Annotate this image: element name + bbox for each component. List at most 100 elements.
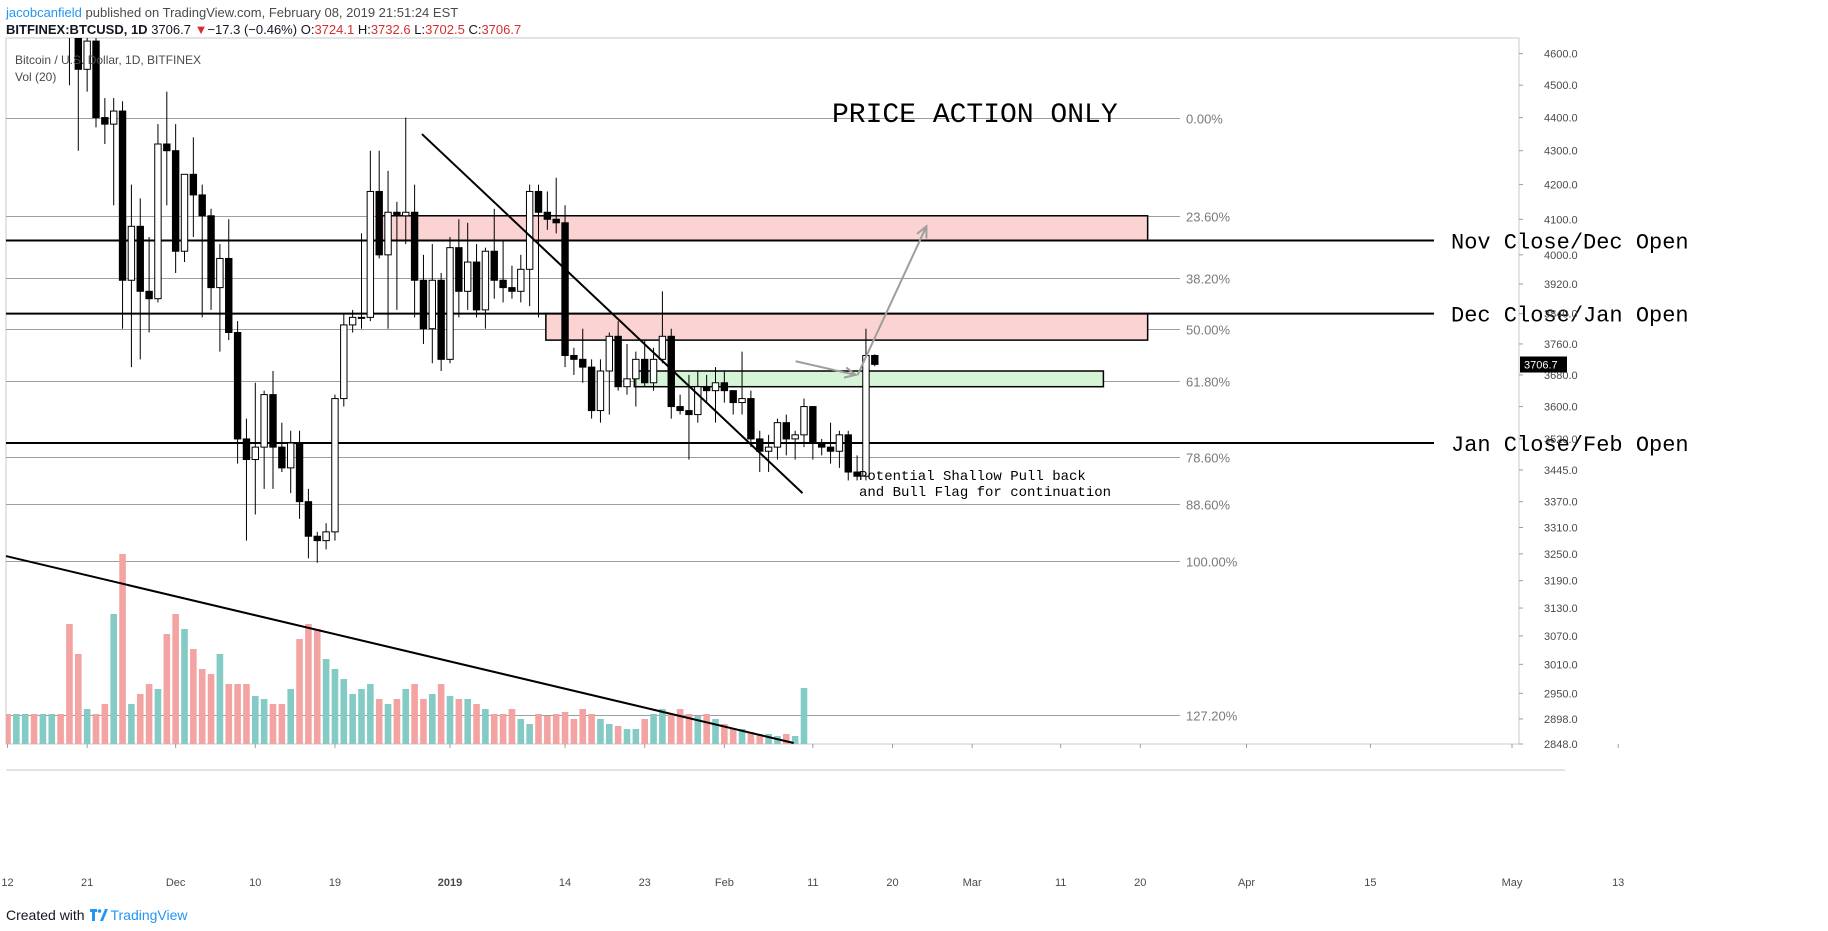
candle-up: [357, 316, 366, 319]
last-price-label: 3706.7: [1524, 360, 1558, 372]
annotations[interactable]: PRICE ACTION ONLY Potential Shallow Pull …: [15, 53, 1118, 501]
trendlines[interactable]: [5, 133, 928, 744]
time-tick-label: Dec: [166, 877, 186, 889]
candle-down: [561, 222, 569, 356]
price-tick-label: 3190.0: [1544, 576, 1578, 588]
volume-bar: [260, 699, 268, 744]
candle-down: [587, 366, 596, 412]
volume-bar: [694, 716, 702, 744]
time-tick-label: 20: [1134, 877, 1146, 889]
price-tick-label: 3445.0: [1544, 465, 1578, 477]
candle-down: [225, 257, 233, 333]
candle-up: [596, 370, 605, 412]
volume-bar: [800, 688, 808, 744]
candle-up: [481, 250, 490, 311]
volume-bar: [650, 714, 657, 744]
fib-level-label: 78.60%: [1186, 451, 1231, 466]
candle-up: [791, 434, 799, 440]
volume-bar: [676, 709, 684, 744]
volume-bar: [269, 704, 277, 744]
price-tick-label: 2898.0: [1544, 714, 1578, 726]
volume-bar: [703, 714, 710, 744]
volume-bar: [358, 689, 365, 744]
candle-up: [402, 211, 410, 217]
volume-bar: [473, 704, 480, 744]
time-axis[interactable]: 12 21 Dec 10 19 2019 14 23 Feb 11 20 Mar 11 20 Apr 15 Ma…: [1, 744, 1624, 889]
volume-bar: [667, 714, 675, 744]
candle-down: [844, 434, 852, 473]
volume-bar: [313, 629, 321, 744]
candle-down: [145, 290, 153, 300]
price-change: −17.3 (−0.46%): [207, 22, 298, 37]
volume-bar: [39, 714, 47, 744]
price-tick-label: 4300.0: [1544, 146, 1578, 158]
candle-down: [818, 442, 826, 448]
volume-bar: [738, 729, 746, 744]
price-tick-label: 4100.0: [1544, 214, 1578, 226]
tradingview-logo-icon: [90, 907, 109, 921]
candle-down: [641, 358, 649, 384]
price-tick-label: 3520.0: [1544, 434, 1578, 446]
time-tick-label: 2019: [438, 877, 462, 889]
volume-bar: [119, 554, 126, 744]
time-tick-label: 12: [1, 877, 13, 889]
candle-down: [419, 279, 428, 330]
volume-bar: [101, 704, 109, 744]
candle-up: [711, 382, 720, 392]
price-tick-label: 3250.0: [1544, 549, 1578, 561]
candle-down: [853, 471, 861, 477]
volume-bar: [128, 704, 135, 744]
candle-up: [83, 40, 91, 70]
annotation-note: Potential Shallow Pull back: [859, 469, 1086, 485]
candle-up: [632, 358, 640, 380]
volume-bar: [455, 699, 463, 744]
volume-bar: [163, 634, 171, 744]
candle-down: [570, 354, 578, 360]
volume-bar: [13, 714, 20, 744]
candle-down: [278, 446, 286, 469]
horizontal-level-label: Nov Close/Dec Open: [1451, 231, 1689, 256]
volume-bar: [349, 694, 356, 744]
volume-bar: [57, 714, 64, 744]
volume-bar: [340, 679, 348, 744]
candle-up: [251, 446, 260, 461]
volume-bar: [712, 719, 719, 744]
symbol-name: BITFINEX:BTCUSD, 1D: [6, 22, 148, 37]
time-tick-label: 11: [1055, 877, 1066, 889]
candle-up: [738, 398, 746, 404]
tradingview-link[interactable]: TradingView: [110, 907, 188, 923]
volume-bar: [198, 669, 206, 744]
price-tick-label: 3680.0: [1544, 370, 1578, 382]
fibonacci-retracement[interactable]: 0.00% 23.60% 38.20% 50.00% 61.80% 78.60% 88.60…: [6, 112, 1238, 724]
low-value: 3702.5: [425, 22, 465, 37]
candle-down: [207, 215, 215, 289]
author-link[interactable]: jacobcanfield: [6, 5, 82, 20]
price-tick-label: 2950.0: [1544, 688, 1578, 700]
candle-up: [862, 354, 870, 477]
candle-up: [764, 446, 773, 452]
volume-bar: [225, 684, 233, 744]
price-tick-label: 3310.0: [1544, 523, 1578, 535]
price-tick-label: 3070.0: [1544, 631, 1578, 643]
candle-up: [127, 225, 136, 281]
candle-down: [702, 386, 711, 392]
candle-down: [313, 535, 321, 542]
candle-down: [685, 410, 693, 416]
price-tick-label: 3920.0: [1544, 279, 1578, 291]
time-tick-label: 15: [1364, 877, 1376, 889]
candle-up: [340, 324, 348, 400]
horizontal-levels[interactable]: Nov Close/Dec Open Dec Close/Jan Open Jan …: [6, 231, 1689, 459]
price-axis[interactable]: 4600.0 4500.0 4400.0 4300.0 4200.0 4100.0 4000…: [1519, 49, 1578, 751]
candlesticks: [68, 38, 879, 563]
candle-down: [508, 287, 516, 292]
candle-down: [756, 438, 764, 452]
last-price-marker: [1520, 356, 1567, 373]
price-tick-label: 3370.0: [1544, 497, 1578, 509]
candle-up: [835, 434, 844, 452]
close-label: C:: [468, 22, 482, 37]
candle-down: [269, 394, 277, 448]
change-down-arrow-icon: ▼: [194, 22, 208, 37]
volume-bar: [508, 709, 516, 744]
volume-bar: [243, 684, 250, 744]
